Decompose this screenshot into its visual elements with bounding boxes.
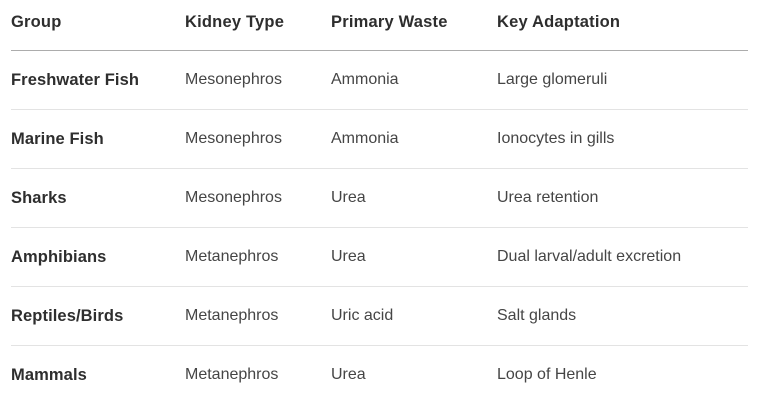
kidney-comparison-table: Group Kidney Type Primary Waste Key Adap… [11, 0, 748, 404]
column-header-key-adaptation: Key Adaptation [497, 0, 748, 51]
cell-primary-waste: Urea [331, 227, 497, 287]
column-header-kidney-type: Kidney Type [185, 0, 331, 51]
table-body: Freshwater Fish Mesonephros Ammonia Larg… [11, 50, 748, 404]
cell-kidney-type: Metanephros [185, 227, 331, 287]
table-row: Reptiles/Birds Metanephros Uric acid Sal… [11, 286, 748, 346]
cell-key-adaptation: Large glomeruli [497, 50, 748, 110]
cell-group: Mammals [11, 345, 185, 404]
cell-primary-waste: Urea [331, 168, 497, 228]
column-header-group: Group [11, 0, 185, 51]
cell-kidney-type: Mesonephros [185, 109, 331, 169]
cell-group: Amphibians [11, 227, 185, 287]
header-row: Group Kidney Type Primary Waste Key Adap… [11, 0, 748, 51]
cell-key-adaptation: Urea retention [497, 168, 748, 228]
table-row: Sharks Mesonephros Urea Urea retention [11, 168, 748, 228]
cell-primary-waste: Ammonia [331, 50, 497, 110]
cell-group: Sharks [11, 168, 185, 228]
cell-kidney-type: Mesonephros [185, 50, 331, 110]
cell-kidney-type: Metanephros [185, 286, 331, 346]
table-row: Mammals Metanephros Urea Loop of Henle [11, 345, 748, 404]
cell-primary-waste: Ammonia [331, 109, 497, 169]
cell-kidney-type: Metanephros [185, 345, 331, 404]
cell-key-adaptation: Loop of Henle [497, 345, 748, 404]
table-row: Amphibians Metanephros Urea Dual larval/… [11, 227, 748, 287]
cell-group: Freshwater Fish [11, 50, 185, 110]
cell-kidney-type: Mesonephros [185, 168, 331, 228]
cell-primary-waste: Urea [331, 345, 497, 404]
cell-key-adaptation: Salt glands [497, 286, 748, 346]
cell-primary-waste: Uric acid [331, 286, 497, 346]
column-header-primary-waste: Primary Waste [331, 0, 497, 51]
table-row: Marine Fish Mesonephros Ammonia Ionocyte… [11, 109, 748, 169]
table-header: Group Kidney Type Primary Waste Key Adap… [11, 0, 748, 51]
cell-key-adaptation: Ionocytes in gills [497, 109, 748, 169]
cell-group: Reptiles/Birds [11, 286, 185, 346]
cell-group: Marine Fish [11, 109, 185, 169]
cell-key-adaptation: Dual larval/adult excretion [497, 227, 748, 287]
table-row: Freshwater Fish Mesonephros Ammonia Larg… [11, 50, 748, 110]
